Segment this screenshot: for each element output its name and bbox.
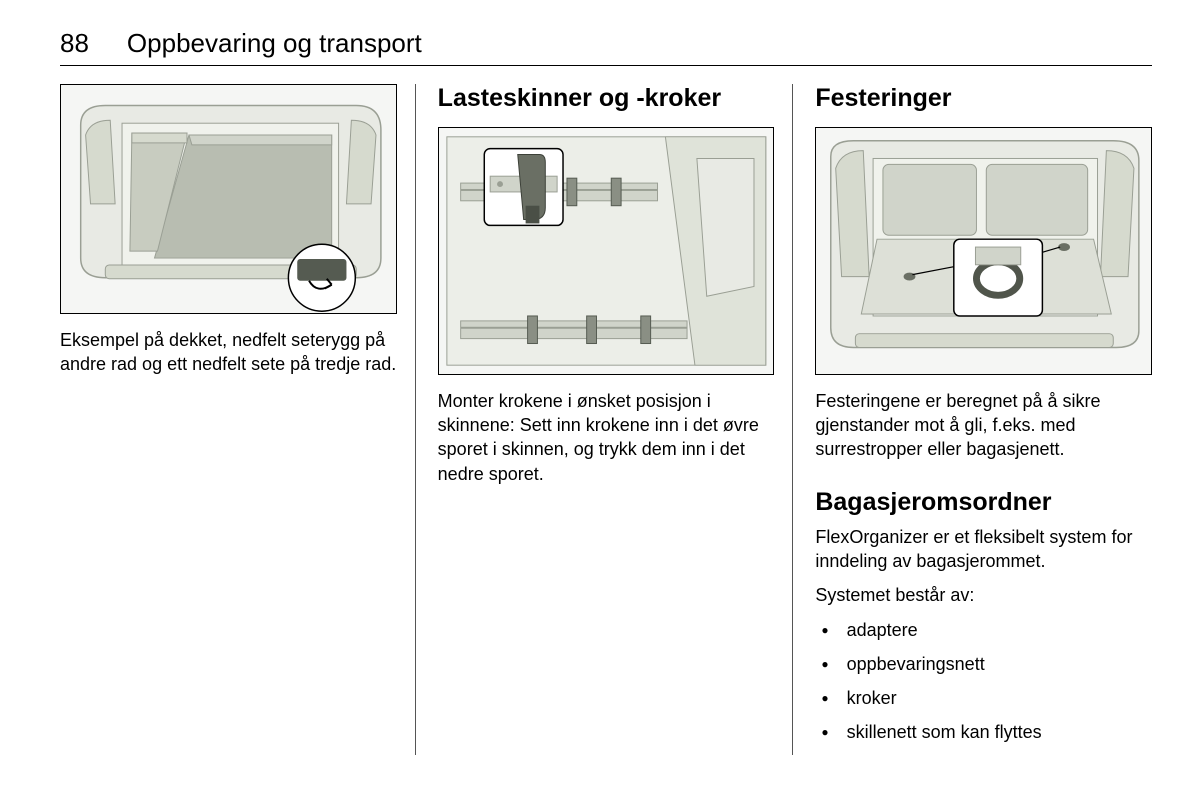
page-title: Oppbevaring og transport	[127, 28, 422, 59]
col3-list: adaptere oppbevaringsnett kroker skillen…	[815, 618, 1152, 745]
col2-heading: Lasteskinner og -kroker	[438, 84, 775, 113]
list-item-label: kroker	[847, 686, 897, 710]
list-item: oppbevaringsnett	[821, 652, 1152, 676]
list-item: skillenett som kan flyttes	[821, 720, 1152, 744]
content-columns: Eksempel på dekket, nedfelt seterygg på …	[60, 84, 1152, 755]
list-item-label: skillenett som kan flyttes	[847, 720, 1042, 744]
col3-caption1: Festeringene er beregnet på å sikre gjen…	[815, 389, 1152, 462]
list-item: adaptere	[821, 618, 1152, 642]
illustration-rails-hooks	[438, 127, 775, 375]
col2-caption: Monter krokene i ønsket posisjon i skinn…	[438, 389, 775, 486]
column-3: Festeringer	[792, 84, 1152, 755]
col3-heading2: Bagasjeromsordner	[815, 488, 1152, 517]
page-header: 88 Oppbevaring og transport	[60, 28, 1152, 66]
col3-list-intro: Systemet består av:	[815, 583, 1152, 607]
page-number: 88	[60, 28, 89, 59]
list-item-label: oppbevaringsnett	[847, 652, 985, 676]
illustration-trunk-seats	[60, 84, 397, 314]
col3-intro: FlexOrganizer er et fleksibelt system fo…	[815, 525, 1152, 574]
col1-caption: Eksempel på dekket, nedfelt seterygg på …	[60, 328, 397, 377]
illustration-lashing-eyes	[815, 127, 1152, 375]
col3-heading1: Festeringer	[815, 84, 1152, 113]
list-item: kroker	[821, 686, 1152, 710]
column-2: Lasteskinner og -kroker	[415, 84, 793, 755]
column-1: Eksempel på dekket, nedfelt seterygg på …	[60, 84, 415, 755]
list-item-label: adaptere	[847, 618, 918, 642]
